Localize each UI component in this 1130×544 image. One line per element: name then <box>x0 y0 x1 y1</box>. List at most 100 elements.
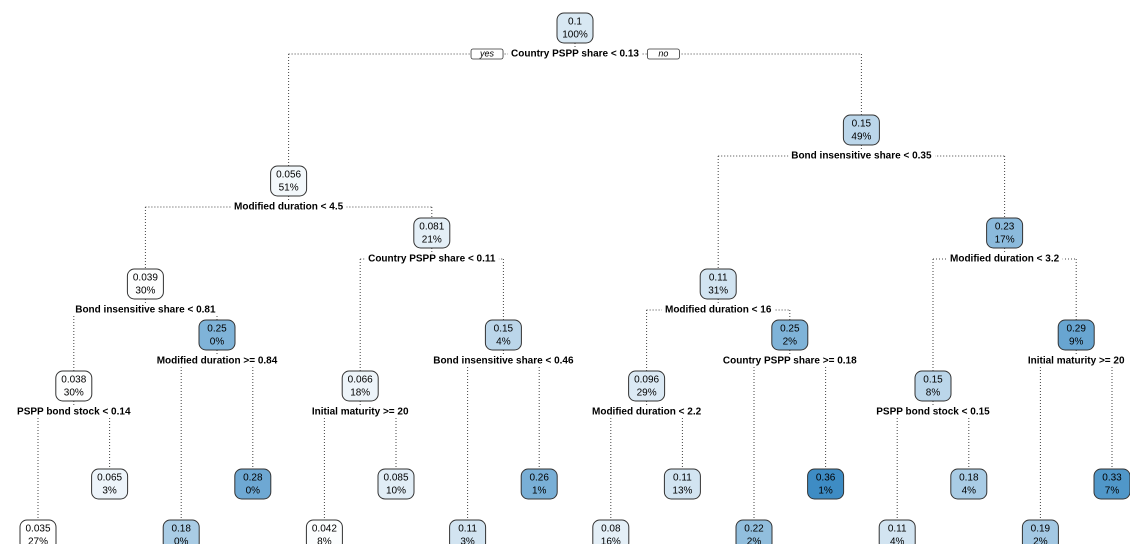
split-label-bg <box>788 150 936 162</box>
split-label: Bond insensitive share < 0.46 <box>433 356 574 367</box>
node-percent: 1% <box>818 486 833 497</box>
node-value: 0.18 <box>959 473 979 484</box>
split-label-bg <box>153 355 281 367</box>
split-label: Modified duration < 16 <box>665 305 772 316</box>
node-percent: 100% <box>562 30 588 41</box>
node-percent: 30% <box>64 388 84 399</box>
split-label: Bond insensitive share < 0.35 <box>791 151 932 162</box>
node-box <box>484 319 522 351</box>
node-value: 0.11 <box>709 273 728 284</box>
split-label-bg <box>72 304 220 316</box>
node-box <box>413 217 451 249</box>
node-value: 0.26 <box>529 473 549 484</box>
split-label-bg <box>231 201 347 213</box>
node-box <box>55 370 93 402</box>
node-percent: 9% <box>1069 337 1084 348</box>
branch-label: no <box>658 48 668 58</box>
node-box <box>556 12 594 44</box>
node-percent: 29% <box>637 388 657 399</box>
split-label-bg <box>661 304 775 316</box>
node-box <box>1057 319 1095 351</box>
node-box <box>1093 468 1130 500</box>
branch-box <box>646 48 680 60</box>
node-value: 0.15 <box>923 375 943 386</box>
node-box <box>950 468 988 500</box>
node-percent: 2% <box>747 537 762 544</box>
node-percent: 51% <box>279 183 299 194</box>
node-percent: 10% <box>386 486 406 497</box>
split-label: Modified duration < 2.2 <box>592 407 702 418</box>
node-percent: 2% <box>783 337 798 348</box>
node-percent: 49% <box>851 132 871 143</box>
node-box <box>1021 519 1059 544</box>
node-value: 0.15 <box>852 119 872 130</box>
node-value: 0.19 <box>1031 524 1051 535</box>
node-box <box>234 468 272 500</box>
node-value: 0.039 <box>133 273 158 284</box>
node-percent: 4% <box>962 486 977 497</box>
node-percent: 4% <box>890 537 905 544</box>
node-box <box>270 165 308 197</box>
node-percent: 16% <box>601 537 621 544</box>
node-value: 0.096 <box>634 375 659 386</box>
node-box <box>162 519 200 544</box>
nodes: 0.1 100% Country PSPP share < 0.13 yes no 0.0… <box>14 12 1130 544</box>
split-label: Modified duration < 3.2 <box>950 254 1060 265</box>
node-percent: 0% <box>246 486 261 497</box>
node-value: 0.08 <box>601 524 621 535</box>
node-value: 0.042 <box>312 524 337 535</box>
node-box <box>520 468 558 500</box>
node-percent: 0% <box>174 537 189 544</box>
node-percent: 4% <box>496 337 511 348</box>
node-value: 0.1 <box>568 17 582 28</box>
node-value: 0.065 <box>97 473 122 484</box>
node-value: 0.038 <box>61 375 86 386</box>
node-box <box>628 370 666 402</box>
node-value: 0.11 <box>458 524 477 535</box>
node-value: 0.36 <box>816 473 836 484</box>
split-label-bg <box>947 253 1063 265</box>
node-box <box>91 468 129 500</box>
node-value: 0.11 <box>888 524 907 535</box>
split-label: Modified duration >= 0.84 <box>157 356 278 367</box>
node-box <box>807 468 845 500</box>
node-box <box>663 468 701 500</box>
node-box <box>735 519 773 544</box>
edges <box>37 43 1113 520</box>
split-label: Bond insensitive share < 0.81 <box>75 305 216 316</box>
split-label-bg <box>365 253 499 265</box>
split-label-bg <box>1024 355 1128 367</box>
node-percent: 27% <box>28 537 48 544</box>
node-value: 0.25 <box>780 324 800 335</box>
split-label: Initial maturity >= 20 <box>312 407 409 418</box>
node-box <box>914 370 952 402</box>
node-box <box>341 370 379 402</box>
node-box <box>878 519 916 544</box>
node-box <box>305 519 343 544</box>
split-label: PSPP bond stock < 0.15 <box>876 407 990 418</box>
node-value: 0.22 <box>744 524 764 535</box>
node-percent: 13% <box>672 486 692 497</box>
split-label-bg <box>589 406 705 418</box>
node-value: 0.081 <box>419 222 444 233</box>
node-box <box>449 519 487 544</box>
node-box <box>126 268 164 300</box>
node-percent: 18% <box>350 388 370 399</box>
node-percent: 3% <box>460 537 475 544</box>
node-value: 0.28 <box>243 473 263 484</box>
node-box <box>592 519 630 544</box>
node-value: 0.056 <box>276 170 301 181</box>
split-label-bg <box>430 355 578 367</box>
node-box <box>842 114 880 146</box>
split-label-bg <box>873 406 994 418</box>
split-label: Initial maturity >= 20 <box>1028 356 1125 367</box>
node-percent: 0% <box>210 337 225 348</box>
split-label-bg <box>308 406 412 418</box>
node-box <box>198 319 236 351</box>
node-box <box>377 468 415 500</box>
node-percent: 30% <box>135 286 155 297</box>
split-label-bg <box>14 406 134 418</box>
node-value: 0.18 <box>171 524 191 535</box>
node-percent: 31% <box>708 286 728 297</box>
